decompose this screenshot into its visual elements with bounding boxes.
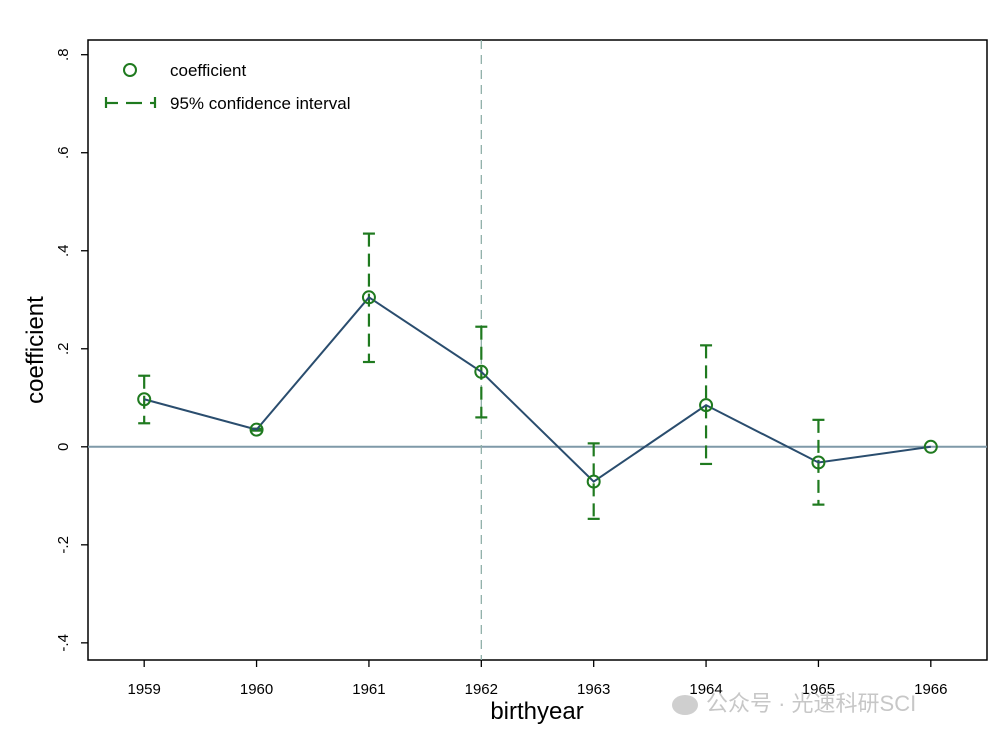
watermark-text: 公众号 · 光速科研SCI: [706, 691, 917, 716]
coefficient-point: [361, 290, 376, 305]
coefficient-point: [811, 455, 826, 470]
legend-coefficient-label: coefficient: [170, 61, 247, 80]
x-tick-label: 1959: [128, 681, 161, 698]
x-axis: 1959 1960 1961 1962 1963 1964 1965 1966: [128, 660, 948, 698]
coefficient-point: [249, 422, 264, 437]
legend-ci-label: 95% confidence interval: [170, 94, 351, 113]
ci-bar: [587, 442, 600, 520]
y-tick-label: 0: [55, 443, 72, 451]
coefficient-series: [137, 290, 938, 489]
y-tick-label: -.2: [55, 536, 72, 554]
y-tick-label: .6: [55, 146, 72, 159]
x-tick-label: 1960: [240, 681, 273, 698]
x-tick-label: 1965: [802, 681, 835, 698]
coefficient-point: [137, 392, 152, 407]
y-axis: .8 .6 .4 .2 0 -.2 -.4: [55, 48, 88, 652]
coefficient-line: [143, 295, 931, 483]
y-axis-title: coefficient: [22, 296, 49, 404]
y-tick-label: .2: [55, 343, 72, 356]
x-axis-title: birthyear: [490, 698, 583, 725]
watermark: 公众号 · 光速科研SCI: [672, 686, 916, 718]
x-tick-label: 1963: [577, 681, 610, 698]
plot-frame: [87, 39, 988, 661]
y-tick-label: -.4: [55, 634, 72, 652]
x-tick-label: 1966: [914, 681, 947, 698]
legend: coefficient 95% confidence interval: [104, 61, 351, 113]
reference-lines: [88, 40, 987, 660]
coefficient-point: [923, 439, 938, 454]
coefficient-point: [474, 364, 489, 379]
coefficient-point: [699, 398, 714, 413]
y-tick-label: .8: [55, 48, 72, 61]
legend-coefficient-marker: [123, 63, 137, 77]
ci-bar: [700, 344, 713, 466]
x-tick-label: 1961: [352, 681, 385, 698]
coefficient-point: [586, 474, 601, 489]
legend-ci-marker: [104, 97, 157, 108]
x-tick-label: 1962: [465, 681, 498, 698]
wechat-icon: [672, 695, 698, 716]
y-tick-label: .4: [55, 244, 72, 257]
x-tick-label: 1964: [689, 681, 722, 698]
